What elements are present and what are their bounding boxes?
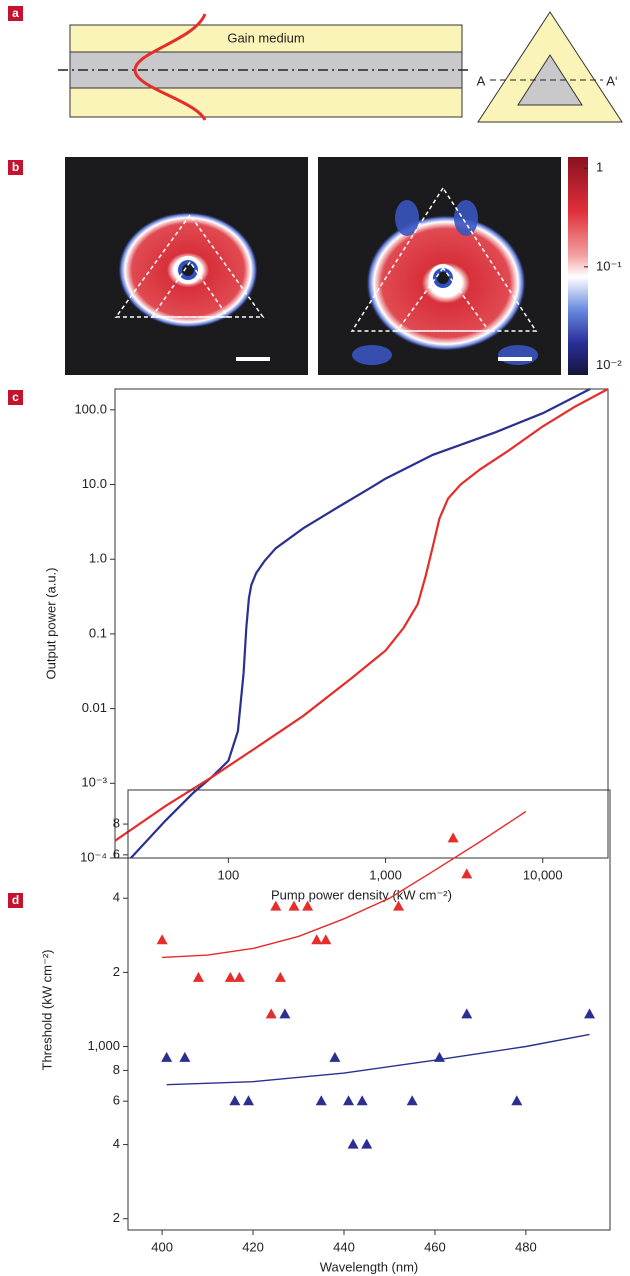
series-line bbox=[114, 388, 609, 842]
point bbox=[511, 1095, 523, 1106]
panel-label-a: a bbox=[8, 6, 23, 21]
y-tick-label: 1.0 bbox=[89, 551, 107, 566]
y-tick-label: 2 bbox=[113, 1210, 120, 1225]
x-tick-label: 440 bbox=[333, 1239, 355, 1254]
y-tick-label: 8 bbox=[113, 1062, 120, 1077]
x-axis-label: Wavelength (nm) bbox=[320, 1259, 419, 1274]
y-tick-label: 4 bbox=[113, 1136, 120, 1151]
point bbox=[265, 1008, 277, 1019]
panel-label-text: a bbox=[12, 6, 19, 20]
point bbox=[347, 1138, 359, 1149]
colorbar bbox=[568, 157, 588, 375]
point bbox=[329, 1051, 341, 1062]
y-axis-label: Threshold (kW cm⁻²) bbox=[39, 950, 54, 1071]
section-label: A bbox=[477, 73, 486, 88]
point bbox=[243, 1095, 254, 1106]
x-tick-label: 460 bbox=[424, 1239, 446, 1254]
point bbox=[461, 868, 473, 879]
point bbox=[288, 900, 300, 911]
section-label: A‘ bbox=[606, 73, 618, 88]
y-axis-label: Output power (a.u.) bbox=[43, 568, 58, 680]
point bbox=[302, 900, 314, 911]
panel-label-text: b bbox=[12, 160, 19, 174]
point bbox=[156, 934, 168, 945]
mode-image-left bbox=[65, 157, 308, 375]
x-tick-label: 100 bbox=[218, 867, 240, 882]
point bbox=[584, 1008, 596, 1019]
point bbox=[224, 971, 236, 982]
y-tick-label: 0.01 bbox=[82, 700, 107, 715]
layer-label: Gain medium bbox=[227, 30, 304, 45]
waveguide-diagram: Gain medium A A‘ bbox=[58, 11, 623, 123]
x-tick-label: 400 bbox=[151, 1239, 173, 1254]
y-tick-label: 1,000 bbox=[87, 1038, 120, 1053]
panel-label-b: b bbox=[8, 160, 23, 175]
x-tick-label: 480 bbox=[515, 1239, 537, 1254]
point bbox=[192, 971, 204, 982]
point bbox=[447, 832, 459, 843]
point bbox=[343, 1095, 355, 1106]
mode-image-right bbox=[318, 157, 561, 375]
y-tick-label: 10.0 bbox=[82, 476, 107, 491]
point bbox=[320, 934, 332, 945]
y-tick-label: 2 bbox=[113, 964, 120, 979]
point bbox=[229, 1095, 241, 1106]
point bbox=[461, 1008, 473, 1019]
point bbox=[406, 1095, 418, 1106]
y-tick-label: 6 bbox=[113, 1093, 120, 1108]
point bbox=[356, 1095, 368, 1106]
colorbar-tick-label: 1 bbox=[596, 160, 603, 175]
point bbox=[361, 1138, 373, 1149]
mode-profile bbox=[133, 13, 207, 121]
y-tick-label: 10⁻³ bbox=[81, 775, 107, 790]
x-axis-label: Pump power density (kW cm⁻²) bbox=[271, 887, 452, 902]
point bbox=[311, 934, 323, 945]
y-tick-label: 6 bbox=[113, 846, 120, 861]
point bbox=[433, 1051, 445, 1062]
plot-frame bbox=[127, 789, 611, 1231]
panel-label-c: c bbox=[8, 390, 23, 405]
y-tick-label: 100.0 bbox=[74, 401, 107, 416]
y-tick-label: 4 bbox=[113, 890, 120, 905]
point bbox=[179, 1051, 191, 1062]
panel-label-text: d bbox=[12, 893, 19, 907]
point bbox=[279, 1008, 291, 1019]
y-tick-label: 8 bbox=[113, 816, 120, 831]
fit-line bbox=[162, 810, 527, 959]
plot-frame bbox=[114, 388, 609, 859]
point bbox=[393, 900, 405, 911]
point bbox=[270, 900, 282, 911]
point bbox=[161, 1051, 173, 1062]
x-tick-label: 1,000 bbox=[369, 867, 402, 882]
x-tick-label: 10,000 bbox=[523, 867, 563, 882]
x-tick-label: 420 bbox=[242, 1239, 264, 1254]
colorbar-tick-label: 10⁻² bbox=[596, 357, 622, 372]
colorbar-tick-label: 10⁻¹ bbox=[596, 258, 622, 273]
y-tick-label: 10⁻⁴ bbox=[80, 849, 107, 864]
point bbox=[315, 1095, 327, 1106]
point bbox=[233, 971, 245, 982]
series-line bbox=[130, 388, 591, 859]
panel-label-d: d bbox=[8, 893, 23, 908]
panel-label-text: c bbox=[12, 390, 19, 404]
y-tick-label: 0.1 bbox=[89, 625, 107, 640]
fit-line bbox=[166, 1033, 590, 1086]
point bbox=[274, 971, 286, 982]
